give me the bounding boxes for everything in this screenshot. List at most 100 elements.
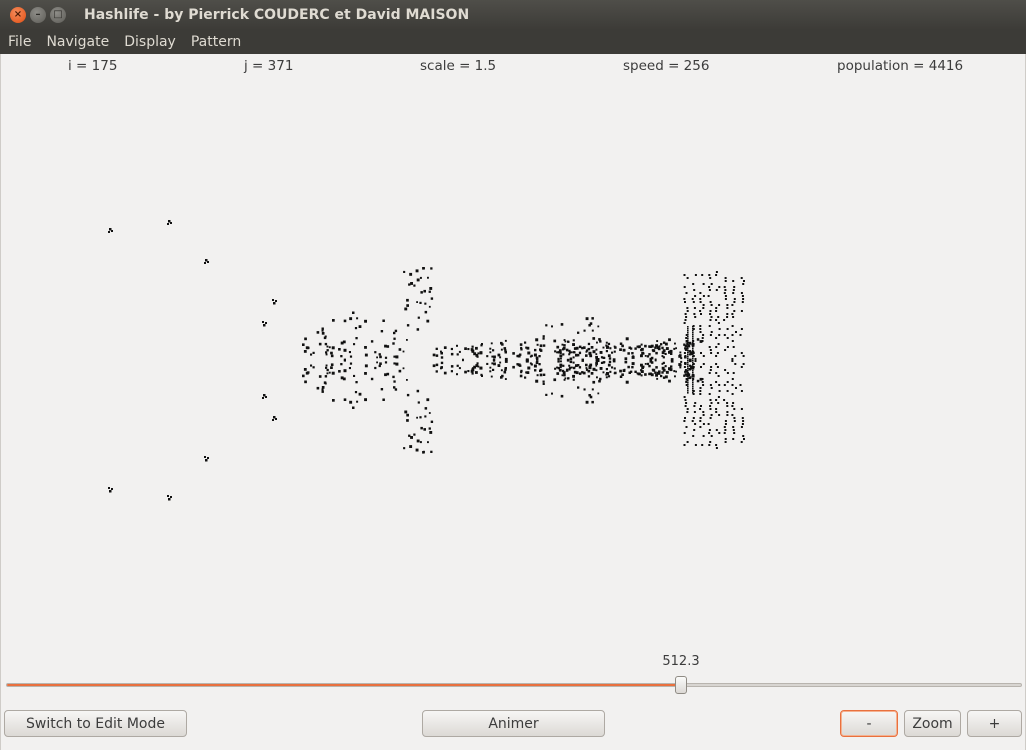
live-cell (316, 386, 320, 390)
minimize-icon[interactable]: – (30, 7, 46, 23)
live-cell (683, 396, 686, 398)
live-cell (504, 378, 507, 380)
live-cell (393, 386, 396, 389)
live-cell (644, 355, 647, 357)
live-cell (312, 366, 315, 369)
live-cell (588, 366, 592, 370)
live-cell (740, 426, 743, 428)
life-grid-canvas[interactable] (1, 76, 1025, 656)
live-cell (595, 362, 598, 365)
live-cell (687, 368, 689, 370)
live-cell (406, 393, 410, 397)
live-cell (606, 345, 610, 349)
live-cell (710, 366, 713, 368)
live-cell (591, 400, 594, 404)
live-cell (715, 337, 718, 339)
live-cell (583, 388, 586, 391)
live-cell (686, 307, 689, 309)
live-cell (709, 399, 712, 401)
live-cell (450, 365, 454, 368)
live-cell (683, 420, 686, 422)
live-cell (326, 368, 329, 372)
live-cell (708, 432, 711, 434)
live-cell (673, 370, 676, 373)
live-cell (443, 346, 447, 349)
live-cell (592, 367, 596, 371)
live-cell (355, 337, 358, 340)
live-cell (325, 353, 328, 356)
live-cell (694, 316, 697, 318)
zoom-in-button[interactable]: + (967, 710, 1022, 737)
live-cell (652, 368, 656, 372)
live-cell (715, 363, 718, 365)
menu-display[interactable]: Display (124, 34, 176, 50)
live-cell (500, 369, 503, 372)
live-cell (605, 344, 608, 347)
live-cell (637, 345, 641, 349)
menu-file[interactable]: File (8, 34, 32, 50)
live-cell (699, 420, 702, 422)
live-cell (480, 344, 483, 347)
live-cell (413, 433, 416, 436)
live-cell (310, 353, 313, 356)
live-cell (491, 355, 494, 358)
animate-button[interactable]: Animer (422, 710, 605, 737)
live-cell (656, 340, 659, 342)
live-cell (685, 426, 688, 428)
live-cell (302, 374, 305, 378)
menu-pattern[interactable]: Pattern (190, 34, 242, 50)
live-cell (538, 355, 541, 358)
speed-slider-handle[interactable] (674, 676, 687, 694)
live-cell (692, 328, 694, 330)
live-cell (558, 349, 562, 352)
live-cell (692, 334, 694, 336)
live-cell (394, 329, 398, 333)
live-cell (535, 379, 539, 383)
live-cell (701, 378, 704, 380)
live-cell (687, 326, 689, 328)
live-cell (471, 372, 474, 375)
live-cell (572, 356, 575, 359)
live-cell (416, 328, 420, 331)
close-icon[interactable]: × (10, 7, 26, 23)
live-cell (715, 310, 718, 312)
live-cell (592, 350, 596, 354)
live-cell (668, 338, 671, 342)
live-cell (687, 336, 689, 338)
zoom-out-button[interactable]: - (840, 710, 898, 737)
live-cell (440, 361, 444, 365)
live-cell (612, 359, 616, 363)
live-cell (715, 274, 718, 276)
zoom-button[interactable]: Zoom (904, 710, 961, 737)
live-cell (585, 368, 589, 371)
live-cell (422, 267, 425, 270)
live-cell (692, 328, 695, 330)
live-cell (717, 402, 720, 404)
live-cell (715, 289, 718, 291)
live-cell (348, 367, 351, 370)
live-cell (402, 350, 405, 353)
live-cell (699, 408, 702, 410)
live-cell (572, 361, 575, 364)
live-cell (551, 325, 553, 328)
switch-edit-mode-button[interactable]: Switch to Edit Mode (4, 710, 187, 737)
menu-navigate[interactable]: Navigate (46, 34, 110, 50)
live-cell (715, 447, 718, 449)
live-cell (384, 356, 388, 359)
live-cell (718, 390, 721, 392)
live-cell (379, 362, 382, 365)
live-cell (702, 283, 705, 285)
live-cell (662, 341, 666, 344)
live-cell (692, 382, 694, 384)
live-cell (393, 331, 396, 335)
maximize-icon[interactable]: □ (50, 7, 66, 23)
live-cell (428, 290, 431, 293)
live-cell (692, 301, 695, 303)
live-cell (406, 339, 408, 341)
speed-slider-track[interactable] (6, 683, 1022, 687)
live-cell (732, 289, 735, 291)
live-cell (321, 329, 324, 332)
live-cell (726, 390, 729, 392)
live-cell (370, 377, 374, 381)
live-cell (740, 366, 743, 368)
